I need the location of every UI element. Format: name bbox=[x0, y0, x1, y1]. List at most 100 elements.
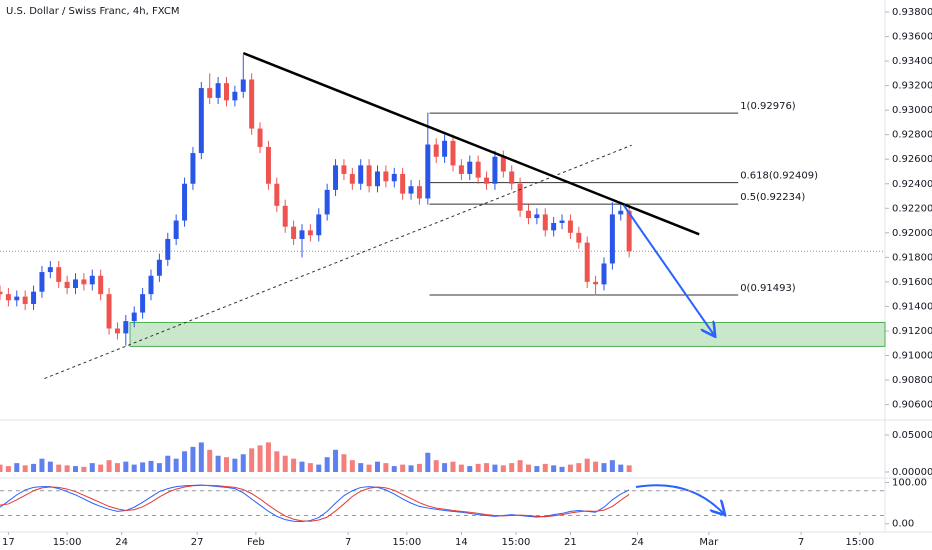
x-tick-label: Feb bbox=[247, 537, 265, 548]
volume-bar bbox=[165, 455, 171, 473]
volume-bar bbox=[391, 466, 397, 473]
candle-body bbox=[14, 296, 20, 301]
candle-body bbox=[207, 88, 213, 98]
x-tick-label: 14 bbox=[455, 537, 468, 548]
volume-bar bbox=[458, 464, 464, 473]
candle-body bbox=[299, 230, 305, 239]
candle-body bbox=[291, 226, 297, 239]
volume-bar bbox=[534, 466, 540, 473]
candle-body bbox=[391, 173, 397, 182]
volume-bar bbox=[559, 466, 565, 473]
y-tick-label: 0.91800 bbox=[892, 252, 932, 263]
volume-bar bbox=[467, 466, 473, 473]
volume-bar bbox=[400, 464, 406, 473]
volume-bar bbox=[140, 462, 146, 473]
volume-bar bbox=[265, 442, 271, 473]
candle-body bbox=[341, 165, 347, 174]
x-tick-label: 7 bbox=[345, 537, 351, 548]
x-tick-label: 15:00 bbox=[392, 537, 421, 548]
volume-bar bbox=[442, 463, 448, 473]
volume-bar bbox=[475, 463, 481, 473]
candle-body bbox=[257, 128, 263, 147]
candle-body bbox=[0, 291, 3, 295]
volume-bar bbox=[425, 452, 431, 473]
y-tick-label: 0.05000 bbox=[892, 430, 932, 441]
volume-bar bbox=[47, 461, 53, 473]
resistance-trendline bbox=[242, 51, 700, 236]
candle-body bbox=[140, 294, 146, 313]
candle-body bbox=[173, 220, 179, 239]
y-tick-label: 100.00 bbox=[892, 477, 927, 488]
candle-body bbox=[358, 165, 364, 184]
y-tick-label: 0.91600 bbox=[892, 277, 932, 288]
x-tick-label: 15:00 bbox=[53, 537, 82, 548]
candle-body bbox=[492, 156, 498, 184]
candle-body bbox=[626, 210, 632, 252]
y-tick-label: 0.91200 bbox=[892, 326, 932, 337]
candle-body bbox=[81, 279, 87, 285]
x-tick-label: 21 bbox=[564, 537, 577, 548]
candle-body bbox=[442, 140, 448, 157]
candle-body bbox=[366, 165, 372, 187]
candle-body bbox=[148, 275, 154, 295]
volume-bar bbox=[374, 461, 380, 473]
y-tick-label: 0.92600 bbox=[892, 154, 932, 165]
volume-bar bbox=[257, 445, 263, 473]
candle-body bbox=[517, 183, 523, 211]
candle-body bbox=[249, 79, 255, 129]
volume-bar bbox=[282, 455, 288, 473]
volume-bar bbox=[198, 442, 204, 473]
candle-body bbox=[240, 79, 246, 92]
volume-bar bbox=[114, 463, 120, 473]
x-tick-label: 24 bbox=[631, 537, 644, 548]
volume-bar bbox=[232, 458, 238, 473]
volume-bar bbox=[341, 454, 347, 473]
candle-body bbox=[408, 186, 414, 194]
volume-bar bbox=[517, 460, 523, 473]
volume-bar bbox=[56, 464, 62, 473]
candle-body bbox=[198, 88, 204, 154]
volume-bar bbox=[500, 465, 506, 473]
volume-bar bbox=[551, 465, 557, 473]
volume-bar bbox=[274, 451, 280, 473]
x-tick-label: 27 bbox=[191, 537, 204, 548]
candle-body bbox=[484, 177, 490, 184]
volume-bar bbox=[89, 463, 95, 473]
volume-bar bbox=[358, 463, 364, 473]
volume-bar bbox=[182, 451, 188, 473]
volume-bar bbox=[542, 463, 548, 473]
y-tick-label: 0.93800 bbox=[892, 7, 932, 18]
volume-bar bbox=[215, 455, 221, 473]
volume-bar bbox=[81, 466, 87, 473]
candle-body bbox=[47, 267, 53, 273]
candle-body bbox=[56, 267, 62, 282]
volume-bar bbox=[14, 463, 20, 473]
y-tick-label: 0.92200 bbox=[892, 203, 932, 214]
candle-body bbox=[609, 214, 615, 264]
candle-body bbox=[567, 220, 573, 233]
volume-bar bbox=[324, 457, 330, 473]
candle-body bbox=[509, 171, 515, 184]
y-tick-label: 0.00 bbox=[892, 519, 914, 530]
volume-bar bbox=[433, 460, 439, 473]
volume-bar bbox=[416, 463, 422, 473]
candle-body bbox=[324, 189, 330, 215]
volume-bar bbox=[64, 465, 70, 473]
volume-bar bbox=[307, 463, 313, 473]
candle-body bbox=[618, 210, 624, 215]
support-zone bbox=[129, 321, 886, 347]
volume-bar bbox=[5, 466, 11, 473]
candle-body bbox=[500, 156, 506, 172]
volume-bar bbox=[618, 464, 624, 473]
y-tick-label: 0.92800 bbox=[892, 130, 932, 141]
candle-body bbox=[316, 214, 322, 236]
candle-body bbox=[534, 214, 540, 219]
candle-body bbox=[584, 242, 590, 282]
candle-body bbox=[467, 161, 473, 174]
x-tick-label: 17 bbox=[2, 537, 15, 548]
volume-bar bbox=[249, 448, 255, 473]
y-tick-label: 0.91400 bbox=[892, 301, 932, 312]
fib-label: 0.618(0.92409) bbox=[740, 171, 818, 182]
candle-body bbox=[450, 140, 456, 166]
